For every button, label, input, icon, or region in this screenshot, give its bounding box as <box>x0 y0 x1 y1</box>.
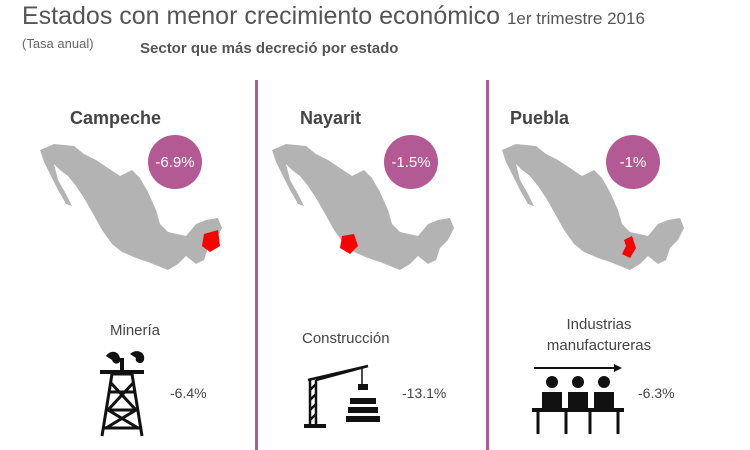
state-highlight <box>622 236 636 258</box>
title-text: Estados con menor crecimiento económico <box>22 2 501 30</box>
state-name: Nayarit <box>300 108 362 128</box>
page-title: Estados con menor crecimiento económico … <box>22 2 645 31</box>
mexico-map-icon <box>502 144 684 270</box>
mexico-map-icon <box>272 144 454 270</box>
state-highlight <box>202 230 220 252</box>
state-highlight <box>340 234 358 254</box>
sector-label: Construcción <box>302 330 390 347</box>
panel-puebla: Puebla -1% Industrias manufactureras -6.… <box>494 80 744 450</box>
state-name: Puebla <box>510 108 570 128</box>
unit-note: (Tasa anual) <box>22 36 94 51</box>
crane-icon <box>304 364 380 428</box>
workers-icon <box>532 364 624 434</box>
growth-badge: -1.5% <box>384 135 438 189</box>
sector-change: -13.1% <box>402 385 447 401</box>
panel-campeche: Campeche -6.9% Minería -6.4% <box>30 80 250 450</box>
title-period: 1er trimestre 2016 <box>506 9 645 28</box>
sector-label: Industrias manufactureras <box>546 316 652 354</box>
growth-badge: -1% <box>606 135 660 189</box>
state-name: Campeche <box>70 108 162 128</box>
sector-label: Minería <box>110 322 161 339</box>
sector-change: -6.4% <box>170 385 207 401</box>
divider-left <box>255 80 258 450</box>
section-label: Sector que más decreció por estado <box>140 40 399 57</box>
growth-badge: -6.9% <box>148 135 202 189</box>
mexico-map-icon <box>40 144 222 270</box>
oil-rig-icon <box>100 351 145 437</box>
sector-change: -6.3% <box>638 385 675 401</box>
divider-right <box>486 80 489 450</box>
panel-nayarit: Nayarit -1.5% Construcción -13.1% <box>262 80 482 450</box>
